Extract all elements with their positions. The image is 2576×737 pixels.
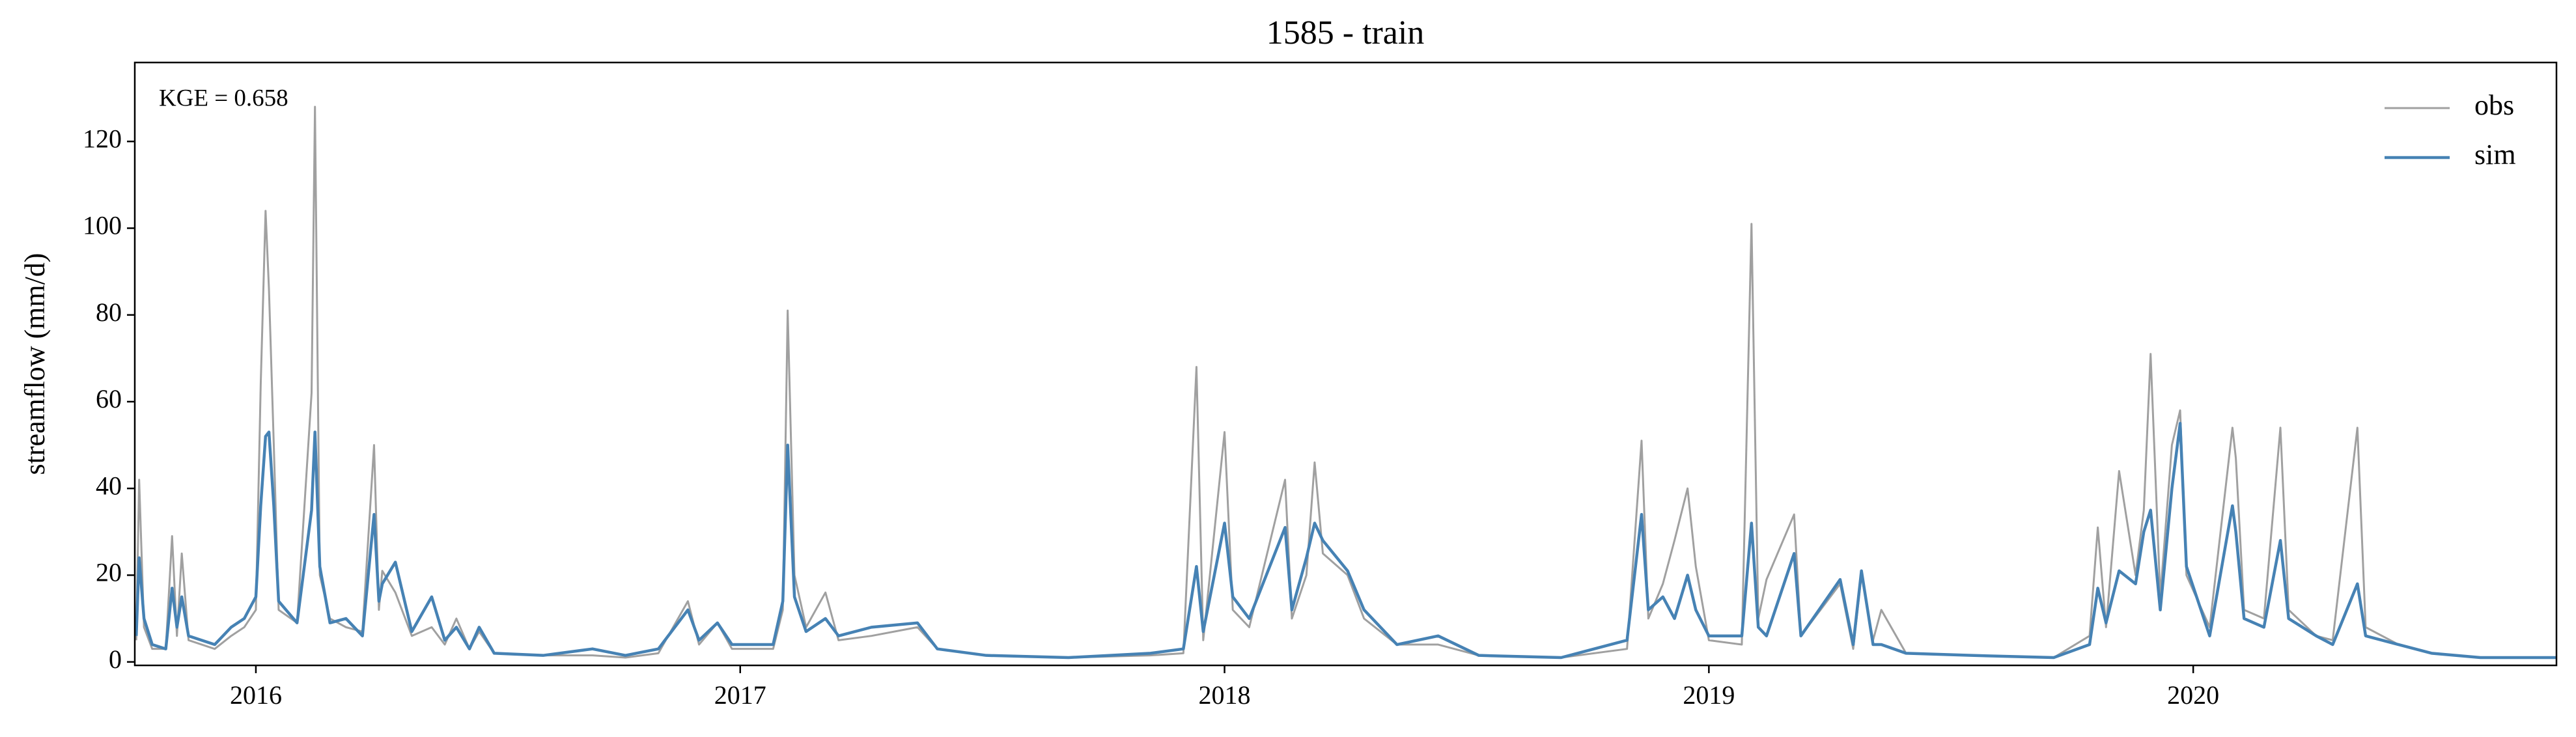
y-tick-label: 120	[83, 124, 122, 153]
legend-label: obs	[2474, 89, 2514, 121]
x-tick-label: 2018	[1199, 680, 1251, 710]
y-axis-label: streamflow (mm/d)	[19, 253, 51, 475]
x-tick-label: 2017	[714, 680, 766, 710]
series-line	[135, 105, 2556, 659]
series-line	[135, 422, 2556, 660]
plot-frame	[133, 61, 2558, 667]
y-tick-label: 40	[96, 471, 122, 500]
chart-title: 1585 - train	[1267, 14, 1425, 51]
y-tick-label: 20	[96, 558, 122, 587]
x-tick-label: 2019	[1683, 680, 1735, 710]
x-tick-label: 2020	[2167, 680, 2219, 710]
x-tick-label: 2016	[230, 680, 282, 710]
legend-label: sim	[2474, 139, 2516, 171]
y-tick-label: 0	[109, 645, 122, 674]
y-tick-label: 80	[96, 298, 122, 327]
y-tick-label: 60	[96, 384, 122, 413]
y-tick-label: 100	[83, 211, 122, 240]
annotation: KGE = 0.658	[159, 85, 288, 111]
